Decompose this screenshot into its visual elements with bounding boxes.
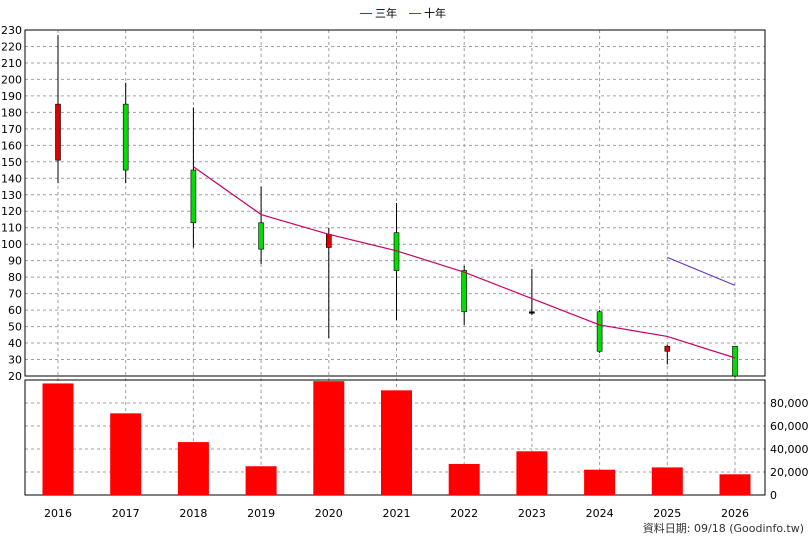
price-tick-label: 100 (1, 238, 22, 251)
x-tick-label: 2019 (247, 507, 275, 520)
x-tick-label: 2024 (586, 507, 614, 520)
x-tick-label: 2016 (44, 507, 72, 520)
candle-body (122, 103, 129, 171)
price-tick-label: 230 (1, 24, 22, 37)
legend-item-three-year: 三年 (360, 5, 397, 21)
price-tick-label: 130 (1, 189, 22, 202)
x-tick-label: 2018 (179, 507, 207, 520)
volume-tick-label: 20,000 (770, 466, 808, 479)
price-tick-label: 200 (1, 73, 22, 86)
volume-tick-label: 60,000 (770, 420, 808, 433)
legend-item-ten-year: 十年 (409, 5, 446, 21)
volume-bar (651, 467, 683, 495)
price-tick-label: 20 (8, 370, 22, 383)
price-tick-label: 30 (8, 354, 22, 367)
source-note: 資料日期: 09/18 (Goodinfo.tw) (642, 522, 804, 535)
price-tick-label: 220 (1, 40, 22, 53)
volume-bar (719, 474, 751, 495)
price-tick-label: 90 (8, 255, 22, 268)
x-tick-label: 2020 (315, 507, 343, 520)
x-tick-label: 2026 (721, 507, 749, 520)
x-tick-label: 2017 (112, 507, 140, 520)
price-tick-label: 190 (1, 90, 22, 103)
price-tick-label: 50 (8, 321, 22, 334)
x-tick-label: 2022 (450, 507, 478, 520)
price-tick-label: 120 (1, 205, 22, 218)
volume-tick-label: 40,000 (770, 443, 808, 456)
price-tick-label: 170 (1, 123, 22, 136)
three-year-line (193, 166, 736, 359)
legend-swatch-three-year (360, 12, 372, 14)
legend-swatch-ten-year (409, 12, 421, 14)
candle-body (325, 234, 332, 248)
legend-label-three-year: 三年 (375, 7, 397, 20)
price-tick-label: 210 (1, 57, 22, 70)
volume-bar (42, 383, 74, 495)
volume-bar (110, 413, 142, 495)
volume-bar (381, 390, 412, 495)
price-tick-label: 180 (1, 106, 22, 119)
price-tick-label: 80 (8, 271, 22, 284)
volume-bar (245, 466, 277, 495)
candle-body (529, 311, 535, 314)
price-tick-label: 140 (1, 172, 22, 185)
volume-bar (584, 469, 616, 495)
price-tick-label: 160 (1, 139, 22, 152)
price-tick-label: 60 (8, 304, 22, 317)
candle-body (258, 222, 264, 250)
price-tick-label: 150 (1, 156, 22, 169)
ten-year-line (667, 256, 736, 286)
volume-tick-label: 80,000 (770, 397, 808, 410)
volume-bar (313, 381, 345, 495)
chart-legend: 三年 十年 (360, 5, 446, 21)
x-tick-label: 2023 (518, 507, 546, 520)
volume-bar (448, 463, 480, 495)
volume-bar (516, 451, 548, 495)
price-plot-frame (24, 29, 766, 377)
x-tick-label: 2021 (383, 507, 411, 520)
candle-body (732, 346, 738, 377)
candle-body (461, 270, 468, 313)
price-tick-label: 110 (1, 222, 22, 235)
volume-bar (177, 442, 209, 495)
x-tick-label: 2025 (653, 507, 681, 520)
candle-body (190, 169, 197, 224)
candle-body (596, 311, 603, 352)
price-tick-label: 70 (8, 288, 22, 301)
candle-body (55, 103, 61, 161)
volume-tick-label: 0 (770, 489, 777, 502)
legend-label-ten-year: 十年 (424, 7, 446, 20)
price-tick-label: 40 (8, 337, 22, 350)
candle-body (664, 346, 671, 352)
